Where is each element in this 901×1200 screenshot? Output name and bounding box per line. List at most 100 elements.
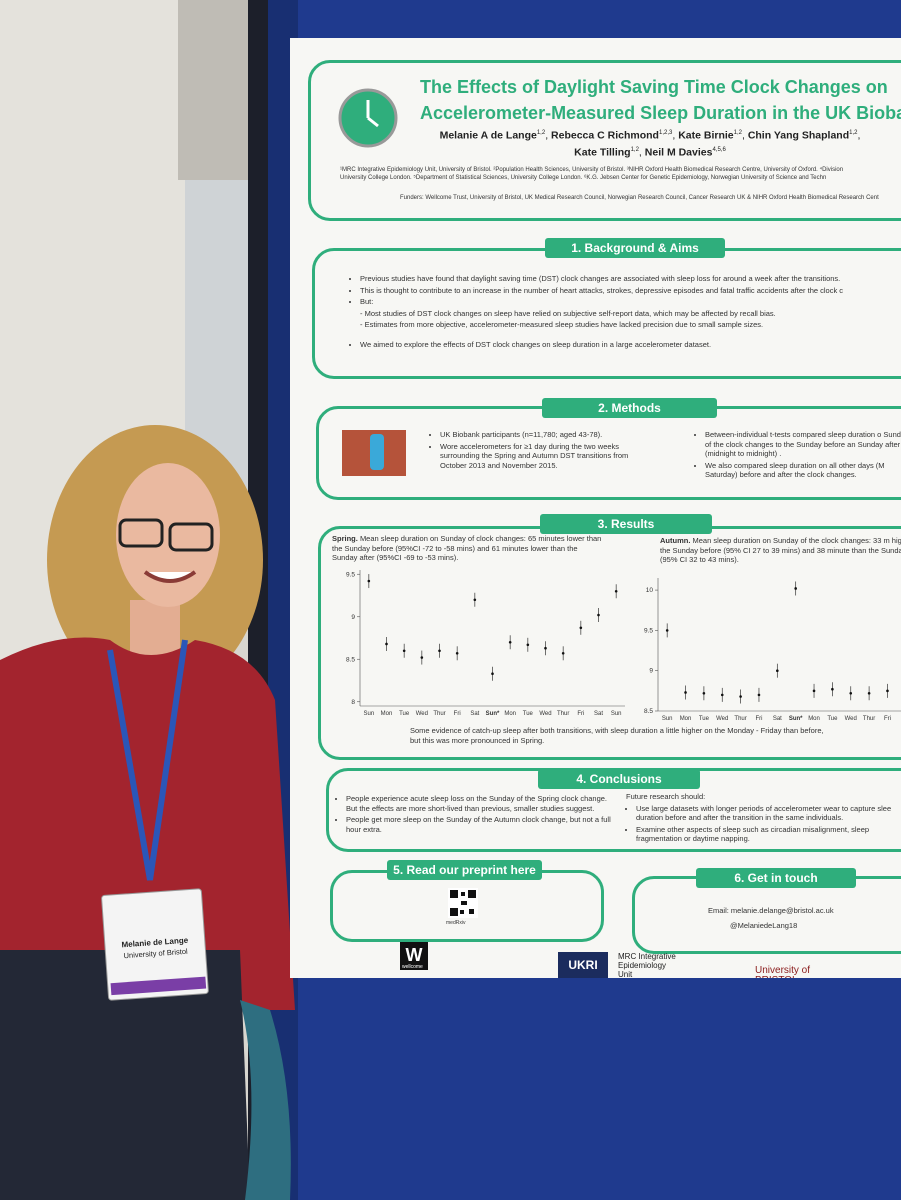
lanyard [107,639,188,881]
point [597,613,600,617]
future-intro: Future research should: [626,792,706,801]
y-tick-label: 9.5 [644,627,653,634]
poster: The Effects of Daylight Saving Time Cloc… [290,38,901,978]
point [544,646,547,650]
point [720,693,724,697]
point [438,649,441,653]
bullet: Use large datasets with longer periods o… [636,804,901,823]
badge-org: University of Bristol [123,947,188,960]
y-tick-label: 9 [649,668,653,675]
authors: Melanie A de Lange1,2, Rebecca C Richmon… [439,129,861,159]
point [849,691,853,695]
neck [130,600,180,660]
bullet: Previous studies have found that dayligh… [360,274,901,284]
section-heading: 1. Background & Aims [545,238,725,258]
result-label: Spring. [332,534,358,543]
section-heading: 5. Read our preprint here [387,860,542,880]
y-tick-label: 8.5 [346,656,355,663]
author: Neil M Davies [644,146,713,158]
title-line: The Effects of Daylight Saving Time Cloc… [420,77,888,97]
point [702,691,706,695]
bullet: Wore accelerometers for ≥1 day during th… [440,442,640,471]
x-tick-label: Tue [523,711,534,717]
x-tick-label: Thur [863,716,875,722]
jeans [0,950,250,1200]
point [402,649,406,653]
author-affil: 1,2 [849,130,858,136]
point [561,652,565,655]
x-tick-label: Mon [381,711,393,717]
point [794,587,797,590]
handle: @MelaniedeLang18 [730,921,798,930]
point [739,695,742,698]
point [886,689,889,693]
author-affil: 1,2 [536,130,546,136]
sub-bullet: - Estimates from more objective, acceler… [360,320,764,329]
x-tick-label: Wed [845,716,857,722]
point [665,629,669,632]
bullet: This is thought to contribute to an incr… [360,286,901,296]
x-tick-label: Sun* [789,716,803,722]
point [867,691,871,695]
y-tick-label: 8 [351,699,355,706]
x-tick-label: Tue [699,716,710,722]
glasses [168,522,214,552]
x-tick-label: Fri [577,711,584,717]
author: Melanie A de Lange [439,129,537,142]
x-tick-label: Fri [884,716,891,722]
point [831,687,834,691]
bullet: Examine other aspects of sleep such as c… [636,825,901,844]
author: Kate Tilling [574,146,631,158]
note: but this was more pronounced in Spring. [410,735,545,745]
x-tick-label: Sat [470,711,479,717]
author-affil: 4,5,6 [712,146,726,153]
x-tick-label: Mon [808,716,820,722]
point [473,598,477,602]
x-tick-label: Thur [734,716,746,722]
section-heading: 6. Get in touch [696,868,856,888]
badge [101,888,209,1001]
note: Some evidence of catch-up sleep after bo… [410,726,824,735]
funders: Funders: Wellcome Trust, University of B… [400,195,879,201]
affiliation: ¹MRC Integrative Epidemiology Unit, Univ… [340,167,844,173]
wall-panel [178,0,250,180]
point [812,689,816,693]
face [116,463,220,607]
x-tick-label: Wed [716,716,728,722]
y-tick-label: 8.5 [644,708,653,715]
point [579,626,583,630]
section-heading: 4. Conclusions [538,769,700,789]
x-tick-label: Mon [504,711,516,717]
x-tick-label: Tue [827,716,838,722]
x-tick-label: Mon [680,716,692,722]
logo-text: wellcome [402,964,423,970]
charts: 8 8.5 9 9.5 Sun Mon Tue Wed Thur Fri Sat Sun* Mon Tue… [346,570,901,722]
header-box [308,60,901,221]
author: Chin Yang Shapland [747,129,850,142]
author: Rebecca C Richmond [551,129,659,142]
bullet: Between-individual t-tests compared slee… [705,430,901,459]
logo: UKRI [558,952,608,978]
logo-text: University of BRISTOL [755,965,811,979]
x-tick-label: Fri [454,711,461,717]
point [491,672,494,675]
point [526,643,530,647]
qr-code [448,888,478,918]
point [420,656,424,659]
x-tick-label: Sat [773,716,782,722]
x-tick-label: Thur [557,711,569,717]
point [508,640,512,644]
result-text: Mean sleep duration on Sunday of the clo… [660,536,901,564]
x-tick-label: Sun [662,716,673,722]
point [614,589,618,593]
top [0,637,295,1010]
x-tick-label: Fri [755,716,762,722]
affiliation: University College London. ⁵Department o… [340,175,827,181]
y-tick-label: 10 [646,587,654,594]
y-tick-label: 9.5 [346,571,355,578]
point [385,642,388,646]
bullet: We aimed to explore the effects of DST c… [360,340,901,350]
point [367,579,371,583]
title-line: Accelerometer-Measured Sleep Duration in… [420,103,901,123]
x-tick-label: Thur [433,711,445,717]
